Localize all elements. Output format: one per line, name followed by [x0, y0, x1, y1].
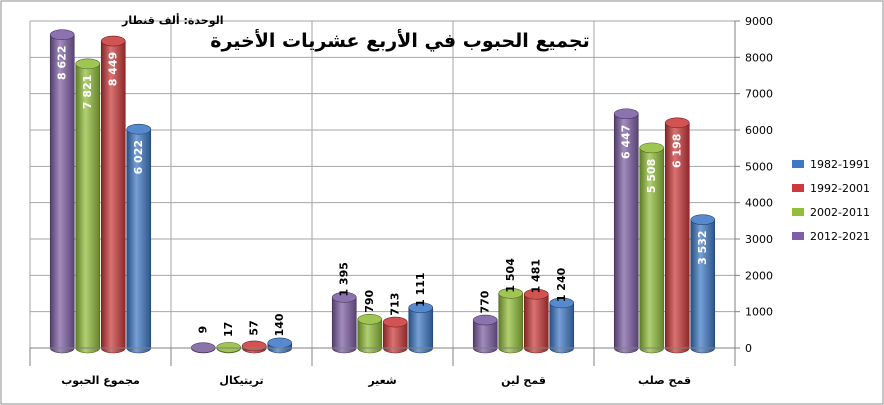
bar-top	[75, 58, 101, 70]
bar-top	[331, 292, 357, 303]
bar-top	[216, 342, 242, 353]
data-label: 770	[479, 290, 492, 313]
bar-top	[49, 29, 75, 41]
category-label: قمح لين	[501, 374, 546, 387]
data-label: 6 447	[620, 125, 633, 159]
data-label: 57	[248, 320, 261, 335]
chart-title: تجميع الحبوب في الأربع عشريات الأخيرة	[210, 29, 590, 52]
bar-top	[357, 313, 383, 325]
y-tick-label: 6000	[745, 124, 773, 137]
category-label: قمح صلب	[638, 374, 691, 387]
legend-swatch	[792, 184, 804, 192]
data-label: 1 111	[414, 272, 427, 306]
y-tick-label: 5000	[745, 160, 773, 173]
legend-label: 1992-2001	[810, 182, 870, 195]
bar	[408, 307, 434, 354]
y-tick-label: 9000	[745, 15, 773, 28]
bar-top	[126, 123, 152, 135]
bar-top	[664, 117, 690, 129]
axes: 0 1000 2000 3000 4000 5000 6000 7000 8000 9000 مجم…	[29, 15, 773, 387]
bar-top	[690, 214, 716, 225]
bar-top	[472, 314, 498, 326]
data-label: 1 481	[530, 259, 543, 293]
y-tick-label: 3000	[745, 233, 773, 246]
bar-top	[549, 297, 575, 309]
bar-top	[241, 340, 267, 352]
bars	[49, 29, 716, 354]
bar-top	[498, 288, 524, 299]
data-label: 8 449	[107, 52, 120, 86]
data-label: 9	[197, 326, 210, 334]
data-labels: 8 622 9 1 395 770 6 447 7 821 17 790 1 504 5 508 8…	[56, 46, 710, 338]
bar-top	[267, 337, 293, 349]
data-label: 140	[273, 313, 286, 336]
y-tick-label: 8000	[745, 51, 773, 64]
legend-swatch	[792, 208, 804, 216]
legend: 1982-1991 1992-2001 2002-2011 2012-2021	[792, 158, 870, 243]
y-tick-label: 0	[745, 342, 752, 355]
category-label: تريتيكال	[219, 374, 263, 387]
category-label: مجموع الحبوب	[61, 374, 140, 387]
data-label: 1 395	[338, 262, 351, 296]
data-label: 17	[222, 322, 235, 337]
data-label: 8 622	[56, 46, 69, 80]
legend-label: 2002-2011	[810, 206, 870, 219]
data-label: 5 508	[645, 159, 658, 193]
bar-top	[639, 142, 665, 154]
y-tick-label: 1000	[745, 306, 773, 319]
category-label: شعير	[367, 374, 396, 387]
legend-swatch	[792, 232, 804, 240]
legend-label: 1982-1991	[810, 158, 870, 171]
bar	[523, 293, 549, 354]
data-label: 7 821	[81, 75, 94, 109]
bar-top	[382, 316, 408, 328]
bar-top	[408, 302, 434, 313]
data-label: 1 504	[504, 258, 517, 293]
bar-top	[613, 108, 639, 120]
bar	[498, 293, 524, 354]
legend-label: 2012-2021	[810, 230, 870, 243]
bar-top	[100, 35, 126, 47]
y-tick-label: 4000	[745, 197, 773, 210]
y-tick-label: 2000	[745, 269, 773, 282]
bar-top	[523, 288, 549, 300]
data-label: 790	[363, 289, 376, 312]
data-label: 6 022	[132, 140, 145, 174]
bar	[549, 302, 575, 354]
data-label: 3 532	[696, 230, 709, 264]
legend-swatch	[792, 160, 804, 168]
data-label: 6 198	[671, 134, 684, 168]
data-label: 1 240	[555, 267, 568, 302]
unit-label: الوحدة: ألف قنطار	[121, 13, 224, 27]
bar	[331, 297, 357, 354]
y-tick-label: 7000	[745, 88, 773, 101]
data-label: 713	[389, 293, 402, 316]
bar	[49, 34, 75, 354]
bar	[100, 40, 126, 354]
